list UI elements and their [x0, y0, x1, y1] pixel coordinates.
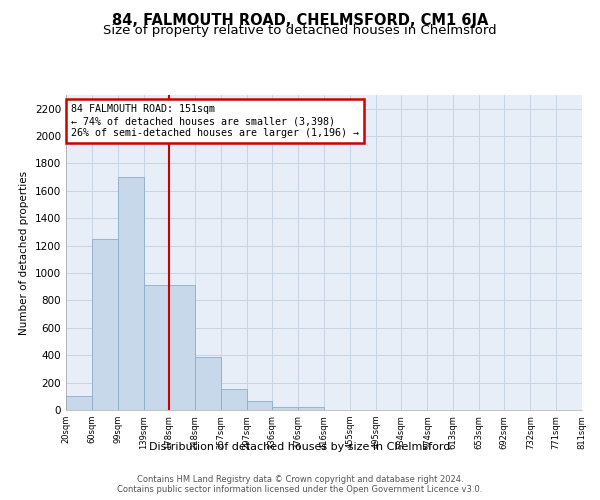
- Bar: [221, 390, 247, 410]
- Bar: [298, 408, 325, 410]
- Text: Contains public sector information licensed under the Open Government Licence v3: Contains public sector information licen…: [118, 486, 482, 494]
- Text: 84 FALMOUTH ROAD: 151sqm
← 74% of detached houses are smaller (3,398)
26% of sem: 84 FALMOUTH ROAD: 151sqm ← 74% of detach…: [71, 104, 359, 138]
- Bar: [169, 286, 195, 410]
- Text: Distribution of detached houses by size in Chelmsford: Distribution of detached houses by size …: [149, 442, 451, 452]
- Bar: [272, 406, 298, 410]
- Bar: [143, 286, 169, 410]
- Text: 84, FALMOUTH ROAD, CHELMSFORD, CM1 6JA: 84, FALMOUTH ROAD, CHELMSFORD, CM1 6JA: [112, 12, 488, 28]
- Bar: [118, 177, 143, 410]
- Text: Contains HM Land Registry data © Crown copyright and database right 2024.: Contains HM Land Registry data © Crown c…: [137, 474, 463, 484]
- Bar: [92, 239, 118, 410]
- Bar: [247, 401, 272, 410]
- Bar: [66, 396, 92, 410]
- Bar: [195, 356, 221, 410]
- Text: Size of property relative to detached houses in Chelmsford: Size of property relative to detached ho…: [103, 24, 497, 37]
- Y-axis label: Number of detached properties: Number of detached properties: [19, 170, 29, 334]
